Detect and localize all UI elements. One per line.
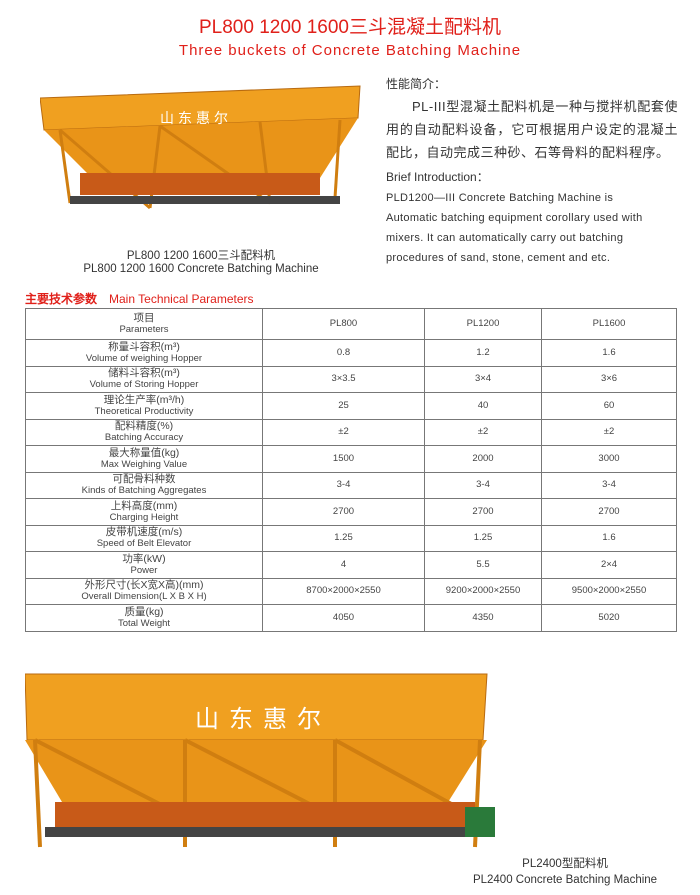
param-name-en: Power (130, 564, 158, 576)
param-value: 5.5 (424, 551, 542, 579)
param-value: 1.25 (424, 524, 542, 552)
param-value: 1.25 (262, 524, 425, 552)
table-row: 可配骨料种数 Kinds of Batching Aggregates 3-4 3-4… (25, 471, 677, 499)
intro-heading-en: Brief Introduction： (386, 170, 489, 184)
param-value: 5020 (541, 604, 677, 632)
param-value: 2000 (424, 445, 542, 473)
param-value: 3-4 (262, 471, 425, 499)
param-value: 1500 (262, 445, 425, 473)
param-value: 0.8 (262, 339, 425, 367)
param-value: 3×3.5 (262, 365, 425, 393)
param-name-zh: 理论生产率(m³/h) (103, 393, 185, 406)
header-col: PL800 (262, 308, 425, 340)
param-name-en: Total Weight (117, 617, 171, 629)
param-value: ±2 (541, 418, 677, 446)
table-row: 质量(kg) Total Weight 4050 4350 5020 (25, 604, 677, 632)
param-name-en: Overall Dimension(L X B X H) (81, 591, 207, 603)
table-row: 最大称量值(kg) Max Weighing Value 1500 2000 3000 (25, 445, 677, 473)
image1-caption-en: PL800 1200 1600 Concrete Batching Machin… (83, 263, 319, 275)
param-value: 3×4 (424, 365, 542, 393)
param-name-zh: 称量斗容积(m³) (108, 340, 180, 353)
machine-sign-text: 山东惠尔 (195, 706, 331, 733)
param-value: 60 (541, 392, 677, 420)
table-row: 配料精度(%) Batching Accuracy ±2 ±2 ±2 (25, 418, 677, 446)
image1-caption-zh: PL800 1200 1600三斗配料机 (126, 250, 276, 262)
param-value: 3-4 (424, 471, 542, 499)
param-name-zh: 最大称量值(kg) (108, 446, 180, 459)
page-title: PL800 1200 1600三斗混凝土配料机 (198, 17, 502, 38)
param-name-zh: 配料精度(%) (114, 420, 174, 433)
param-value: 3×6 (541, 365, 677, 393)
param-name-en: Max Weighing Value (100, 458, 188, 470)
param-value: 4050 (262, 604, 425, 632)
table-row: 皮带机速度(m/s) Speed of Belt Elevator 1.25 1.25… (25, 524, 677, 552)
param-name-en: Charging Height (109, 511, 179, 523)
param-name-zh: 外形尺寸(长X宽X高)(mm) (84, 579, 204, 592)
param-name-zh: 皮带机速度(m/s) (105, 526, 183, 539)
param-value: ±2 (262, 418, 425, 446)
intro-line: Automatic batching equipment corollary u… (386, 212, 643, 224)
param-name-en: Volume of weighing Hopper (85, 352, 203, 364)
param-name-en: Theoretical Productivity (94, 405, 194, 417)
intro-heading-zh: 性能简介： (386, 77, 447, 91)
param-name-zh: 功率(kW) (122, 552, 166, 565)
param-value: 1.6 (541, 524, 677, 552)
param-value: 2700 (262, 498, 425, 526)
param-value: 9200×2000×2550 (424, 577, 542, 605)
page-subtitle: Three buckets of Concrete Batching Machi… (178, 42, 522, 59)
table-row: 外形尺寸(长X宽X高)(mm) Overall Dimension(L X B X… (25, 577, 677, 605)
param-value: ±2 (424, 418, 542, 446)
params-heading: 主要技术参数 Main Technical Parameters (25, 290, 254, 307)
machine-photo-pl2400: 山东惠尔 (24, 672, 673, 852)
image2-caption-zh: PL2400型配料机 (522, 858, 608, 870)
param-value: 4 (262, 551, 425, 579)
table-row: 称量斗容积(m³) Volume of weighing Hopper 0.8 1.2… (25, 339, 677, 367)
params-heading-zh: 主要技术参数 (25, 292, 98, 306)
param-value: 2700 (541, 498, 677, 526)
intro-section: 性能简介： PL-III型混凝土配料机是一种与搅拌机配套使用的自动配料设备，它可… (386, 76, 678, 268)
intro-line: PLD1200—III Concrete Batching Machine is (386, 192, 614, 204)
param-value: 25 (262, 392, 425, 420)
param-value: 1.2 (424, 339, 542, 367)
param-value: 8700×2000×2550 (262, 577, 425, 605)
param-name-en: Kinds of Batching Aggregates (81, 485, 207, 497)
machine-photo-pl800-1600: 山东惠尔 (39, 78, 362, 218)
param-name-en: Batching Accuracy (104, 432, 184, 444)
table-row: 理论生产率(m³/h) Theoretical Productivity 25 40 6… (25, 392, 677, 420)
param-name-zh: 可配骨料种数 (112, 473, 176, 486)
table-row: 储料斗容积(m³) Volume of Storing Hopper 3×3.5 3×… (25, 365, 677, 393)
header-col: PL1200 (424, 308, 542, 340)
param-value: 9500×2000×2550 (541, 577, 677, 605)
param-name-en: Speed of Belt Elevator (96, 538, 192, 550)
header-zh: 项目 (133, 312, 155, 324)
params-heading-en: Main Technical Parameters (109, 292, 254, 306)
param-value: 1.6 (541, 339, 677, 367)
table-row: 功率(kW) Power 4 5.5 2×4 (25, 551, 677, 579)
param-value: 3000 (541, 445, 677, 473)
param-value: 2×4 (541, 551, 677, 579)
param-value: 3-4 (541, 471, 677, 499)
param-value: 40 (424, 392, 542, 420)
param-name-zh: 储料斗容积(m³) (108, 367, 180, 380)
table-header-row: 项目 Parameters PL800 PL1200 PL1600 (25, 308, 677, 340)
param-name-zh: 质量(kg) (124, 605, 164, 618)
header-col: PL1600 (541, 308, 677, 340)
intro-line: procedures of sand, stone, cement and et… (386, 252, 611, 264)
intro-body-zh: PL-III型混凝土配料机是一种与搅拌机配套使用的自动配料设备，它可根据用户设定… (386, 99, 678, 160)
param-name-en: Volume of Storing Hopper (89, 379, 199, 391)
param-value: 2700 (424, 498, 542, 526)
header-en: Parameters (119, 324, 169, 335)
param-value: 4350 (424, 604, 542, 632)
intro-line: mixers. It can automatically carry out b… (386, 232, 624, 244)
param-name-zh: 上料高度(mm) (110, 499, 178, 512)
machine-sign-text: 山东惠尔 (160, 110, 232, 126)
parameters-table: 项目 Parameters PL800 PL1200 PL1600 称量斗容积(m… (25, 308, 677, 632)
image2-caption-en: PL2400 Concrete Batching Machine (472, 874, 658, 886)
table-row: 上料高度(mm) Charging Height 2700 2700 2700 (25, 498, 677, 526)
